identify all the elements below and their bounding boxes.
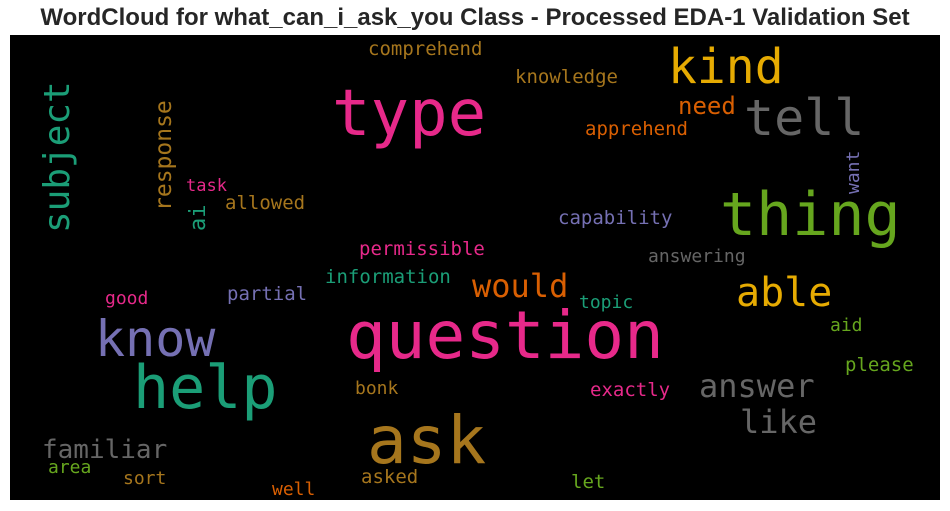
word-help: help — [133, 353, 278, 423]
word-type: type — [332, 77, 487, 151]
word-well: well — [272, 479, 316, 500]
word-good: good — [105, 288, 149, 309]
word-sort: sort — [123, 468, 167, 489]
word-apprehend: apprehend — [585, 118, 688, 140]
word-capability: capability — [558, 207, 673, 229]
word-need: need — [678, 92, 736, 120]
word-kind: kind — [668, 39, 784, 95]
word-like: like — [740, 403, 818, 441]
word-would: would — [472, 267, 569, 305]
word-information: information — [325, 266, 451, 288]
word-question: question — [346, 297, 664, 374]
chart-title: WordCloud for what_can_i_ask_you Class -… — [40, 4, 910, 31]
word-exactly: exactly — [590, 379, 671, 401]
word-thing: thing — [720, 180, 901, 250]
word-ai: ai — [186, 204, 211, 232]
word-area: area — [48, 457, 92, 478]
word-aid: aid — [830, 315, 863, 336]
word-response: response — [151, 100, 177, 211]
word-tell: tell — [744, 89, 865, 147]
word-want: want — [843, 150, 864, 194]
word-task: task — [186, 176, 227, 196]
word-comprehend: comprehend — [368, 38, 483, 60]
word-permissible: permissible — [359, 238, 485, 260]
word-answering: answering — [648, 246, 746, 267]
word-able: able — [736, 270, 833, 316]
word-know: know — [95, 310, 216, 368]
word-knowledge: knowledge — [515, 66, 618, 88]
word-asked: asked — [361, 466, 419, 488]
word-let: let — [571, 471, 606, 493]
word-familiar: familiar — [42, 435, 168, 465]
word-partial: partial — [227, 283, 308, 305]
word-answer: answer — [699, 367, 815, 405]
word-topic: topic — [579, 292, 634, 313]
wordcloud-canvas: question ask type thing help know tell kind subj… — [10, 35, 940, 500]
word-bonk: bonk — [355, 378, 399, 399]
word-ask: ask — [367, 402, 487, 479]
word-please: please — [845, 354, 914, 376]
word-subject: subject — [37, 81, 78, 233]
word-allowed: allowed — [225, 192, 306, 214]
